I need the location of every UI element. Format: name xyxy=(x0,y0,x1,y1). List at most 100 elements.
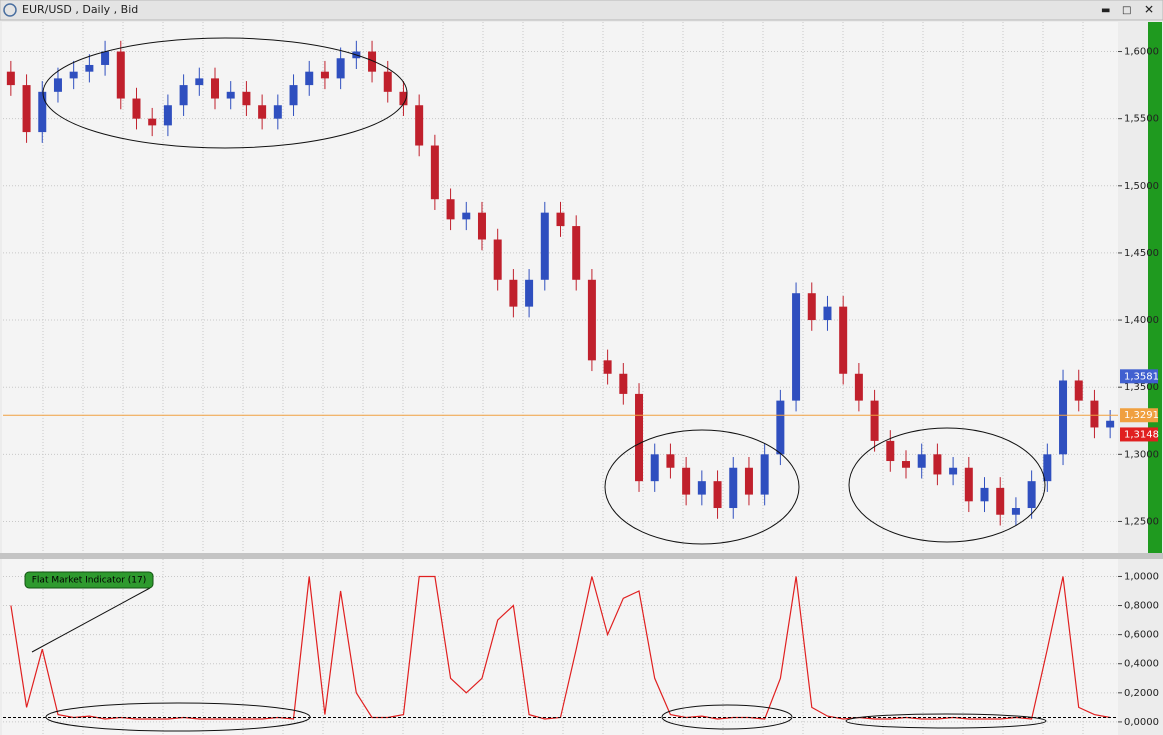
window-title: EUR/USD , Daily , Bid xyxy=(22,3,138,16)
candle-body xyxy=(792,293,801,401)
candle-body xyxy=(6,71,15,86)
candle-body xyxy=(682,467,691,495)
candle-body xyxy=(383,71,392,92)
candle-body xyxy=(619,373,628,394)
candle-body xyxy=(69,71,78,79)
candle-body xyxy=(933,454,942,475)
candle-body xyxy=(85,64,94,72)
y-tick-label: 1,3500 xyxy=(1124,382,1159,393)
candle-body xyxy=(1011,508,1020,515)
candle-body xyxy=(713,481,722,509)
flat-zone-ellipse xyxy=(845,713,1047,729)
candle-body xyxy=(917,454,926,468)
candle-body xyxy=(430,145,439,200)
app-icon xyxy=(3,3,17,17)
candle-body xyxy=(415,105,424,146)
price-marker-label: 1,3148 xyxy=(1124,429,1159,440)
price-marker xyxy=(1120,427,1158,442)
candle-body xyxy=(996,487,1005,515)
candle-body xyxy=(635,393,644,482)
scroll-strip xyxy=(1148,22,1162,553)
y-tick-label: 1,6000 xyxy=(1124,47,1159,58)
candle-body xyxy=(854,373,863,401)
price-marker xyxy=(1120,408,1158,423)
candle-body xyxy=(493,239,502,280)
candle-body xyxy=(760,454,769,495)
candle-body xyxy=(446,199,455,220)
y-tick-label: 0,4000 xyxy=(1124,659,1159,670)
candle-body xyxy=(556,212,565,227)
price-marker xyxy=(1120,369,1158,384)
candle-body xyxy=(729,467,738,509)
candle-body xyxy=(148,118,157,126)
flat-zone-ellipse xyxy=(45,702,311,732)
y-tick-label: 1,4500 xyxy=(1124,248,1159,259)
candle-body xyxy=(226,91,235,99)
label-pointer xyxy=(31,587,151,653)
candle-body xyxy=(509,279,518,307)
y-tick-label: 0,8000 xyxy=(1124,601,1159,612)
candle-body xyxy=(901,461,910,468)
candle-body xyxy=(258,105,267,119)
candle-body xyxy=(603,360,612,374)
candle-body xyxy=(540,212,549,280)
candle-body xyxy=(949,467,958,475)
y-tick-label: 1,3000 xyxy=(1124,449,1159,460)
candle-body xyxy=(242,91,251,106)
candle-body xyxy=(211,78,220,99)
candle-body xyxy=(38,91,47,133)
price-panel xyxy=(2,22,1118,553)
candle-body xyxy=(776,400,785,455)
candle-body xyxy=(587,279,596,361)
candle-body xyxy=(572,226,581,280)
flat-zone-ellipse xyxy=(42,37,408,149)
candle-body xyxy=(666,454,675,468)
y-tick-label: 1,0000 xyxy=(1124,571,1159,582)
candle-body xyxy=(53,78,62,92)
candle-body xyxy=(650,454,659,482)
indicator-label: Flat Market Indicator (17) xyxy=(32,576,147,586)
minimize-button[interactable]: ▬ xyxy=(1101,5,1110,16)
y-tick-label: 1,5000 xyxy=(1124,181,1159,192)
price-marker-label: 1,3581 xyxy=(1124,371,1159,382)
candle-body xyxy=(22,85,31,133)
maximize-button[interactable]: □ xyxy=(1122,5,1131,16)
plot-layer: 1,2500 1,3000 1,3500 1,4000 1,4500 1,5000 1,55… xyxy=(3,22,1159,735)
candle-body xyxy=(477,212,486,240)
candle-body xyxy=(132,98,141,119)
close-button[interactable]: ✕ xyxy=(1144,3,1154,17)
price-marker-label: 1,3291 xyxy=(1124,410,1159,421)
candle-body xyxy=(305,71,314,86)
candle-body xyxy=(964,467,973,502)
candle-body xyxy=(839,306,848,374)
flat-zone-ellipse xyxy=(661,704,793,730)
candle-body xyxy=(101,51,110,65)
candle-body xyxy=(823,306,832,321)
y-tick-label: 1,4000 xyxy=(1124,315,1159,326)
candle-body xyxy=(179,85,188,106)
candle-body xyxy=(1059,380,1068,455)
candle-body xyxy=(195,78,204,86)
candle-body xyxy=(273,105,282,119)
candle-body xyxy=(886,440,895,462)
panel-divider xyxy=(0,553,1163,559)
candle-body xyxy=(336,58,345,79)
candle-body xyxy=(1027,481,1036,509)
flat-zone-ellipse xyxy=(604,429,800,545)
title-bar xyxy=(0,0,1163,21)
candle-body xyxy=(116,51,125,99)
candle-body xyxy=(289,85,298,106)
y-tick-label: 1,2500 xyxy=(1124,516,1159,527)
candle-body xyxy=(399,91,408,106)
candle-body xyxy=(462,212,471,220)
y-tick-label: 1,5500 xyxy=(1124,114,1159,125)
candle-body xyxy=(697,481,706,495)
y-tick-label: 0,0000 xyxy=(1124,717,1159,728)
y-tick-label: 0,2000 xyxy=(1124,688,1159,699)
candle-body xyxy=(368,51,377,72)
candle-body xyxy=(980,487,989,502)
candle-body xyxy=(525,279,534,307)
candle-body xyxy=(163,105,172,126)
